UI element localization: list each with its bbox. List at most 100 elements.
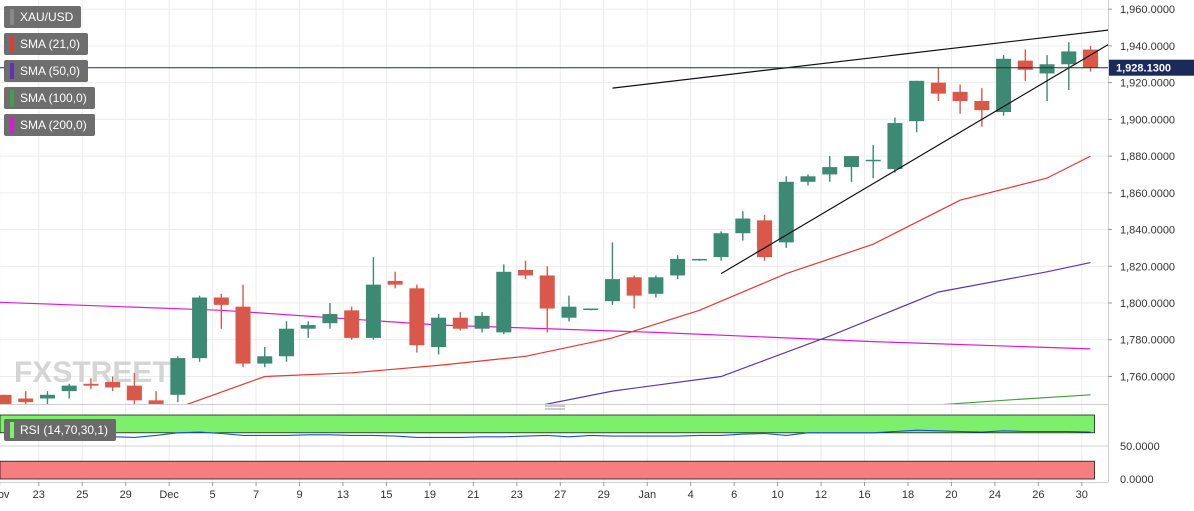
- candle-body: [409, 288, 425, 346]
- y-tick-label: 1,820.0000: [1120, 261, 1175, 273]
- sma21-swatch: [10, 36, 14, 52]
- candle-body: [800, 176, 816, 182]
- candle-body: [518, 269, 534, 276]
- rsi-line: [4, 429, 1091, 438]
- sma100-line: [942, 394, 1091, 404]
- x-tick-label: 23: [511, 489, 523, 501]
- indicator-label: SMA (21,0): [20, 37, 81, 51]
- candle-body: [235, 306, 251, 364]
- watermark-logo: FXSTREET: [14, 356, 171, 389]
- y-tick-label: 1,920.0000: [1120, 78, 1175, 90]
- candle-body: [322, 314, 338, 324]
- candle-body: [996, 58, 1012, 113]
- y-tick-label: 1,760.0000: [1120, 371, 1175, 383]
- y-tick-label: 1,940.0000: [1120, 41, 1175, 53]
- candle-body: [757, 220, 773, 258]
- candle-body: [583, 308, 599, 311]
- candle-body: [735, 218, 751, 234]
- candle-body: [930, 82, 946, 94]
- y-tick-label: 1,840.0000: [1120, 225, 1175, 237]
- candle-body: [1017, 60, 1033, 70]
- x-tick-label: 5: [210, 489, 216, 501]
- candle-body: [0, 394, 12, 404]
- indicator-badge-sma100[interactable]: SMA (100,0): [4, 87, 95, 109]
- x-tick-label: 16: [858, 489, 870, 501]
- x-tick-label: 20: [945, 489, 957, 501]
- candle-body: [192, 297, 208, 359]
- x-tick-label: 27: [554, 489, 566, 501]
- sma100-swatch: [10, 90, 14, 106]
- indicator-badge-sma21[interactable]: SMA (21,0): [4, 33, 89, 55]
- rsi-badge[interactable]: RSI (14,70,30,1): [4, 419, 117, 441]
- indicator-badge-sma50[interactable]: SMA (50,0): [4, 60, 89, 82]
- candle-body: [887, 123, 903, 169]
- sma200-swatch: [10, 117, 14, 133]
- current-price-label: 1,928.1300: [1116, 63, 1171, 75]
- x-tick-label: 29: [120, 489, 132, 501]
- candle-body: [843, 156, 859, 168]
- x-tick-label: 7: [253, 489, 259, 501]
- x-tick-label: 18: [902, 489, 914, 501]
- candle-body: [344, 310, 360, 338]
- candle-body: [713, 233, 729, 258]
- indicator-badge-sma200[interactable]: SMA (200,0): [4, 114, 95, 136]
- candle-body: [496, 271, 512, 333]
- symbol-swatch: [10, 9, 14, 25]
- rsi-tick-label: 0.0000: [1120, 474, 1154, 486]
- candle-body: [974, 101, 990, 111]
- candle-body: [300, 325, 316, 329]
- candle-body: [474, 315, 490, 329]
- candle-body: [431, 317, 447, 348]
- candle-body: [822, 167, 838, 175]
- x-tick-label: Jan: [638, 489, 656, 501]
- indicator-label: SMA (50,0): [20, 64, 81, 78]
- x-tick-label: 19: [424, 489, 436, 501]
- candle-body: [1061, 51, 1077, 65]
- candle-body: [213, 297, 229, 305]
- rsi-label: RSI (14,70,30,1): [20, 423, 109, 437]
- x-tick-label: 29: [598, 489, 610, 501]
- candle-body: [1039, 64, 1055, 74]
- symbol-badge[interactable]: XAU/USD: [4, 6, 82, 28]
- x-tick-label: 25: [76, 489, 88, 501]
- candle-body: [670, 258, 686, 276]
- candle-body: [387, 280, 403, 285]
- candle-body: [126, 385, 142, 401]
- candle-body: [604, 279, 620, 302]
- x-tick-label: 10: [771, 489, 783, 501]
- candle-body: [539, 275, 555, 309]
- x-tick-label: 4: [688, 489, 694, 501]
- candle-body: [561, 306, 577, 318]
- x-tick-label: Nov: [0, 489, 10, 501]
- candle-body: [452, 317, 468, 329]
- candle-body: [778, 181, 794, 243]
- candle-body: [257, 356, 273, 364]
- candle-body: [105, 381, 121, 388]
- current-price-box: [1109, 59, 1194, 76]
- x-tick-label: 23: [33, 489, 45, 501]
- candle-body: [170, 358, 186, 395]
- y-tick-label: 1,780.0000: [1120, 335, 1175, 347]
- y-tick-label: 1,960.0000: [1120, 4, 1175, 16]
- sma50-swatch: [10, 63, 14, 79]
- candle-body: [626, 277, 642, 296]
- candle-body: [148, 400, 164, 404]
- rsi-swatch: [10, 422, 14, 438]
- rsi-oversold-zone: [0, 460, 1095, 480]
- candle-body: [278, 328, 294, 357]
- x-tick-label: 13: [337, 489, 349, 501]
- candle-body: [865, 159, 881, 162]
- x-tick-label: 24: [989, 489, 1001, 501]
- y-tick-label: 1,800.0000: [1120, 298, 1175, 310]
- x-tick-label: 15: [380, 489, 392, 501]
- candle-body: [952, 91, 968, 101]
- symbol-label: XAU/USD: [20, 10, 74, 24]
- x-tick-label: 26: [1032, 489, 1044, 501]
- trendline-support: [720, 44, 1108, 275]
- indicator-label: SMA (200,0): [20, 118, 87, 132]
- current-price-marker: 1,928.1300: [1109, 59, 1194, 76]
- sma50-line: [544, 262, 1091, 404]
- candle-body: [18, 398, 34, 403]
